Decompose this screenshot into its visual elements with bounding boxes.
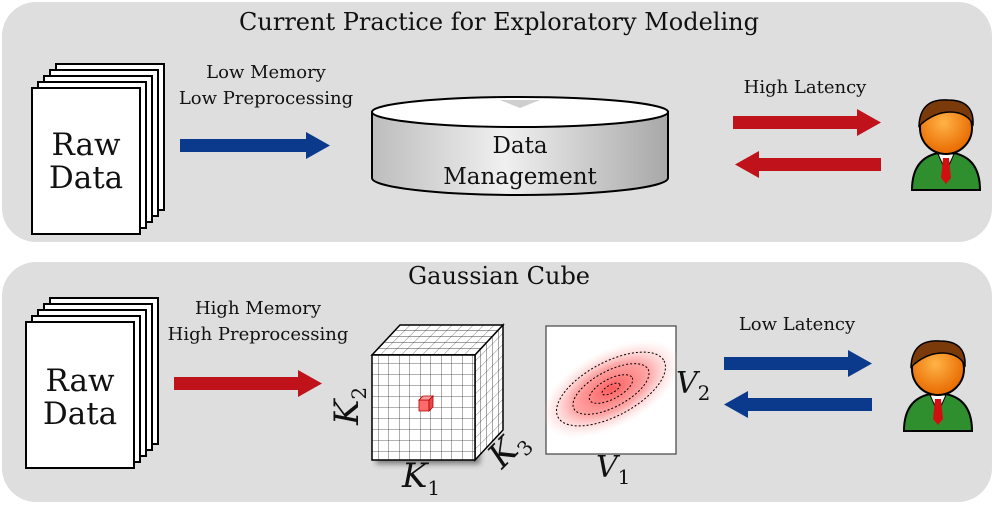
k2-subscript: 2 bbox=[346, 386, 371, 400]
bottom-data-label-line2: Data bbox=[42, 395, 118, 432]
low-latency-label: Low Latency bbox=[738, 314, 856, 335]
bottom-raw-label-line1: Raw bbox=[45, 363, 115, 399]
data-management-line1: Data bbox=[492, 133, 548, 159]
data-management-label: Data Management bbox=[372, 131, 668, 193]
top-raw-label-line1: Raw bbox=[51, 127, 121, 163]
low-memory-arrow bbox=[180, 132, 330, 159]
top-panel-title: Current Practice for Exploratory Modelin… bbox=[239, 8, 759, 36]
data-cube-icon bbox=[370, 323, 505, 464]
bottom-raw-data-label: Raw Data bbox=[26, 365, 134, 430]
low-latency-arrows bbox=[724, 350, 872, 418]
gaussian-contour-icon bbox=[541, 325, 681, 455]
plot-axis-v2: V2 bbox=[676, 366, 710, 405]
top-arrow-label: Low Memory Low Preprocessing bbox=[166, 60, 366, 112]
k1-symbol: K bbox=[402, 456, 428, 496]
v1-subscript: 1 bbox=[617, 465, 631, 489]
document-stack-icon-bottom bbox=[25, 297, 159, 469]
high-memory-text: High Memory bbox=[194, 298, 322, 319]
top-raw-data-label: Raw Data bbox=[32, 129, 140, 194]
k1-subscript: 1 bbox=[427, 475, 441, 500]
cube-axis-k1: K1 bbox=[402, 456, 440, 500]
high-memory-arrow bbox=[174, 370, 322, 397]
bottom-arrow-label: High Memory High Preprocessing bbox=[150, 296, 366, 348]
v1-symbol: V bbox=[596, 450, 618, 485]
cube-axis-k2: K2 bbox=[327, 387, 371, 425]
high-latency-arrows bbox=[733, 109, 881, 178]
bottom-panel-title: Gaussian Cube bbox=[407, 262, 591, 290]
user-avatar-icon bbox=[910, 99, 982, 191]
low-preprocessing-text: Low Preprocessing bbox=[178, 88, 354, 110]
data-management-line2: Management bbox=[443, 164, 597, 191]
plot-axis-v1: V1 bbox=[596, 450, 630, 489]
v2-symbol: V bbox=[676, 366, 698, 401]
v2-subscript: 2 bbox=[697, 381, 711, 405]
high-latency-label: High Latency bbox=[743, 77, 867, 98]
high-preprocessing-text: High Preprocessing bbox=[167, 324, 349, 346]
k2-symbol: K bbox=[327, 399, 368, 425]
database-cylinder-icon bbox=[371, 96, 669, 196]
top-data-label-line2: Data bbox=[48, 159, 124, 196]
low-memory-text: Low Memory bbox=[206, 62, 326, 83]
user-avatar-icon-bottom bbox=[902, 340, 974, 432]
document-stack-icon bbox=[31, 63, 165, 235]
